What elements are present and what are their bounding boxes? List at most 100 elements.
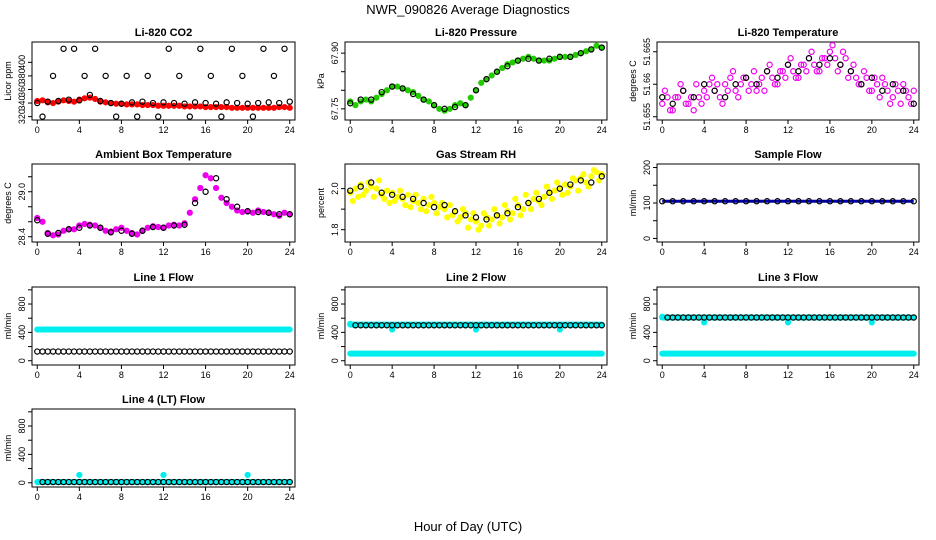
data-point xyxy=(370,193,377,200)
data-point xyxy=(690,107,697,114)
data-point xyxy=(541,193,548,200)
data-point xyxy=(270,104,278,111)
data-point xyxy=(186,113,193,120)
data-point xyxy=(155,113,162,120)
data-point xyxy=(160,224,167,231)
y-tick-label: 0 xyxy=(642,236,652,241)
data-point xyxy=(499,214,506,221)
data-point xyxy=(134,231,141,238)
data-point xyxy=(763,198,771,205)
data-point xyxy=(852,74,860,81)
data-point xyxy=(128,348,136,355)
data-point xyxy=(483,75,490,83)
data-point xyxy=(659,198,666,205)
data-point xyxy=(430,203,438,211)
data-point xyxy=(76,471,83,479)
data-point xyxy=(407,204,414,211)
chart-panel: Line 3 Flow 0 4 8 12 16 20 24 0 400 800 ml/min xyxy=(628,272,920,380)
data-point xyxy=(598,322,605,329)
data-point xyxy=(876,94,883,101)
data-point xyxy=(548,195,556,202)
data-point xyxy=(102,348,109,355)
data-point xyxy=(795,198,802,205)
data-point xyxy=(286,98,293,105)
data-point xyxy=(49,72,57,80)
data-point xyxy=(763,68,771,75)
x-tick-label: 16 xyxy=(201,492,211,502)
data-point xyxy=(281,348,288,355)
data-point xyxy=(165,222,172,229)
data-point xyxy=(493,68,501,75)
data-point xyxy=(753,198,760,205)
x-tick-label: 0 xyxy=(35,492,40,502)
data-point xyxy=(884,87,891,94)
data-point xyxy=(404,191,411,198)
data-point xyxy=(520,55,527,62)
data-point xyxy=(144,224,151,231)
data-point xyxy=(430,101,438,109)
data-point xyxy=(735,94,742,101)
chart-panel: Sample Flow 0 4 8 12 16 20 24 0 100 200 ml/min xyxy=(628,149,920,257)
x-tick-label: 8 xyxy=(432,125,437,135)
y-axis-label: degrees C xyxy=(3,182,13,224)
data-point xyxy=(260,208,267,216)
data-point xyxy=(244,208,251,215)
data-point xyxy=(107,99,115,107)
data-point xyxy=(805,198,813,205)
series-group xyxy=(34,172,293,239)
data-point xyxy=(467,94,474,101)
y-tick-label: 67.75 xyxy=(330,98,340,121)
data-point xyxy=(265,104,272,111)
data-point xyxy=(281,45,288,52)
y-tick-label: 800 xyxy=(642,297,652,312)
data-point xyxy=(858,198,865,205)
data-point xyxy=(39,97,46,104)
x-tick-label: 8 xyxy=(744,125,749,135)
chart-panel: Line 4 (LT) Flow 0 4 8 12 16 20 24 0 400 800 ml/min xyxy=(3,394,296,502)
data-point xyxy=(441,201,448,209)
plot-frame xyxy=(344,41,608,121)
data-point xyxy=(123,101,130,108)
data-point xyxy=(784,61,792,68)
data-point xyxy=(847,68,855,75)
data-point xyxy=(910,314,917,321)
data-point xyxy=(420,96,427,103)
y-tick-label: 0 xyxy=(642,358,652,363)
series-group xyxy=(347,320,605,357)
data-point xyxy=(873,81,881,88)
data-point xyxy=(423,208,430,215)
data-point xyxy=(97,348,104,355)
data-point xyxy=(561,181,569,188)
data-point xyxy=(714,81,721,88)
y-axis-label: ml/min xyxy=(628,190,638,217)
data-point xyxy=(176,348,183,355)
data-point xyxy=(669,107,676,114)
data-point xyxy=(389,326,396,333)
data-point xyxy=(81,72,88,80)
data-point xyxy=(202,188,209,195)
data-point xyxy=(286,104,293,111)
data-point xyxy=(706,81,713,88)
data-point xyxy=(239,208,246,216)
data-point xyxy=(564,189,571,196)
data-point xyxy=(698,100,705,107)
data-point xyxy=(118,348,125,355)
x-tick-label: 20 xyxy=(243,370,253,380)
x-tick-label: 20 xyxy=(243,247,253,257)
data-point xyxy=(233,99,241,107)
data-point xyxy=(212,348,220,355)
data-point xyxy=(44,98,51,105)
data-point xyxy=(134,101,141,108)
data-point xyxy=(900,198,907,205)
data-point xyxy=(118,227,125,234)
data-point xyxy=(394,83,401,90)
data-point xyxy=(368,96,375,103)
data-point xyxy=(816,61,823,68)
data-point xyxy=(551,187,558,194)
data-point xyxy=(70,226,78,233)
data-point xyxy=(480,210,487,217)
data-point xyxy=(805,55,813,62)
data-point xyxy=(446,105,453,112)
data-point xyxy=(829,42,836,49)
data-point xyxy=(97,224,104,231)
